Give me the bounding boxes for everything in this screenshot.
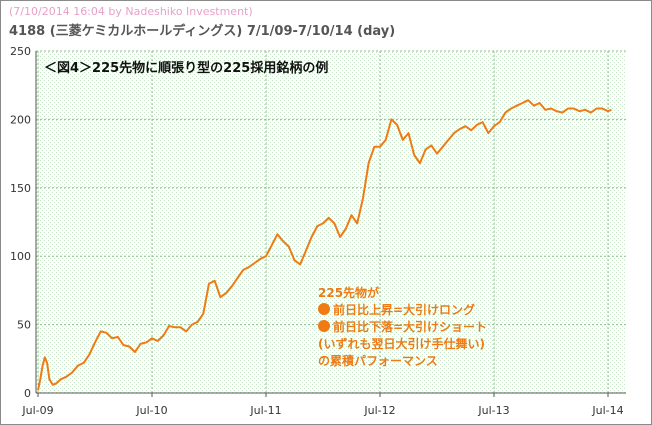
plot-area xyxy=(36,51,626,393)
series-line xyxy=(37,99,612,391)
chart-title: ＜図4＞225先物に順張り型の225採用銘柄の例 xyxy=(44,60,328,76)
y-tick-label: 0 xyxy=(24,387,31,400)
bullet-icon xyxy=(318,303,330,315)
y-tick-label: 200 xyxy=(10,113,31,126)
annotation-line-4: (いずれも翌日大引け手仕舞い) xyxy=(318,337,485,351)
credit-text: (7/10/2014 16:04 by Nadeshiko Investment… xyxy=(9,5,253,18)
annotation-line-1: 225先物が xyxy=(318,286,380,300)
x-tick-label: Jul-11 xyxy=(249,404,281,417)
chart-annotation: 225先物が 前日比上昇=大引けロング 前日比下落=大引けショート (いずれも翌… xyxy=(318,285,487,370)
x-tick-label: Jul-12 xyxy=(363,404,395,417)
annotation-line-3: 前日比下落=大引けショート xyxy=(333,320,488,334)
y-tick-label: 100 xyxy=(10,250,31,263)
y-tick-label: 250 xyxy=(10,45,31,58)
bullet-icon xyxy=(318,320,330,332)
annotation-line-2: 前日比上昇=大引けロング xyxy=(333,303,476,317)
chart-header-title: 4188 (三菱ケミカルホールディングス) 7/1/09-7/10/14 (da… xyxy=(9,24,396,39)
x-tick-label: Jul-10 xyxy=(135,404,167,417)
x-tick-label: Jul-09 xyxy=(21,404,53,417)
y-tick-label: 150 xyxy=(10,182,31,195)
x-tick-label: Jul-13 xyxy=(477,404,509,417)
annotation-line-5: の累積パフォーマンス xyxy=(318,354,438,368)
y-tick-label: 50 xyxy=(17,319,31,332)
x-tick-label: Jul-14 xyxy=(591,404,623,417)
